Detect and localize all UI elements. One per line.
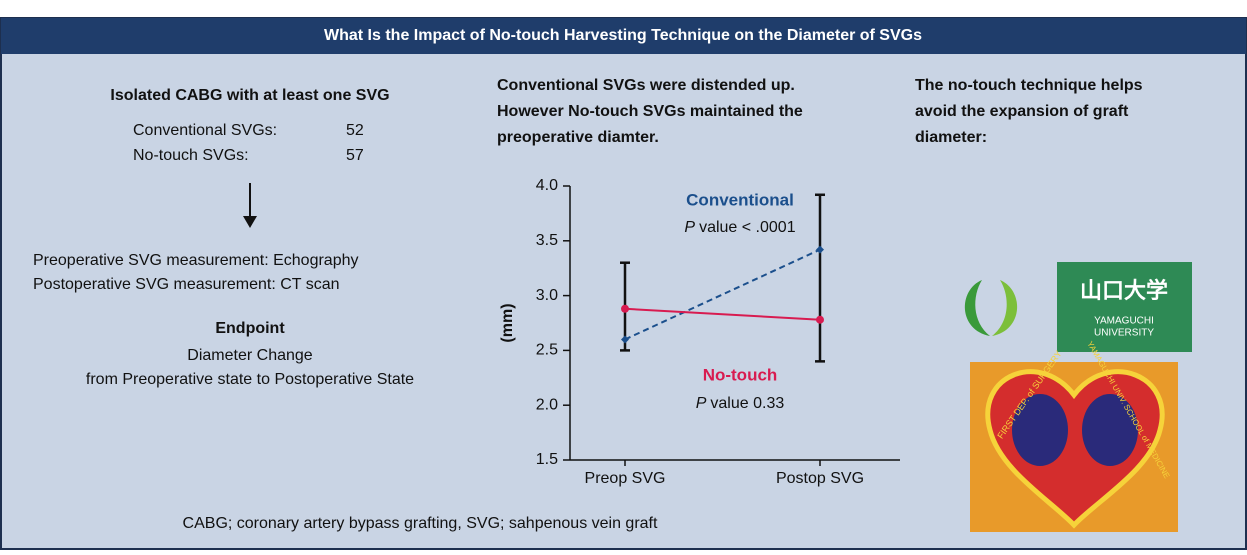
right-heading: The no-touch technique helps	[915, 77, 1143, 94]
endpoint-line: Diameter Change	[187, 347, 313, 364]
emblem-shape	[1012, 394, 1068, 466]
university-logo	[1057, 262, 1192, 352]
y-tick-label: 3.0	[536, 287, 558, 304]
p-text: value < .0001	[699, 219, 796, 236]
marker	[621, 304, 629, 313]
p-symbol: P	[684, 219, 695, 236]
endpoint-title: Endpoint	[215, 320, 285, 337]
y-tick-label: 2.5	[536, 342, 558, 359]
count-label: No-touch SVGs:	[133, 147, 249, 164]
measurement: Postoperative SVG measurement: CT scan	[33, 276, 340, 293]
endpoint-line: from Preoperative state to Postoperative…	[86, 371, 414, 388]
measurement: Preoperative SVG measurement: Echography	[33, 252, 359, 269]
count-value: 52	[346, 122, 364, 139]
right-heading: diameter:	[915, 129, 987, 146]
emblem-shape	[1082, 394, 1138, 466]
logo-kanji: 山口大学	[1080, 278, 1168, 303]
marker	[816, 245, 824, 254]
y-tick-label: 1.5	[536, 451, 558, 468]
y-tick-label: 2.0	[536, 396, 558, 413]
p-symbol: P	[696, 395, 707, 412]
header-title: What Is the Impact of No-touch Harvestin…	[324, 27, 922, 44]
chart: 1.5 2.0 2.5 3.0 3.5 4.0 (mm) Preop SVG Postop SV…	[499, 177, 900, 487]
logo-text: UNIVERSITY	[1094, 328, 1154, 339]
marker	[621, 335, 629, 344]
middle-heading: However No-touch SVGs maintained the	[497, 103, 803, 120]
count-label: Conventional SVGs:	[133, 122, 277, 139]
arrow-head	[243, 216, 257, 228]
y-tick-label: 3.5	[536, 232, 558, 249]
footnote: CABG; coronary artery bypass grafting, S…	[183, 515, 658, 532]
legend-label: No-touch	[703, 365, 778, 384]
count-value: 57	[346, 147, 364, 164]
middle-heading: preoperative diamter.	[497, 129, 659, 146]
right-heading: avoid the expansion of graft	[915, 103, 1129, 120]
legend-label: Conventional	[686, 190, 794, 209]
p-text: value 0.33	[710, 395, 784, 412]
y-axis-label: (mm)	[499, 303, 516, 342]
marker	[816, 315, 824, 324]
x-tick-label: Preop SVG	[585, 470, 666, 487]
middle-heading: Conventional SVGs were distended up.	[497, 77, 795, 94]
series-line	[624, 307, 821, 321]
green-logo	[964, 280, 1018, 336]
series-line	[624, 248, 821, 341]
header-bar	[1, 18, 1246, 54]
y-tick-label: 4.0	[536, 177, 558, 194]
logo-text: YAMAGUCHI	[1094, 316, 1154, 327]
left-title: Isolated CABG with at least one SVG	[110, 87, 389, 104]
x-tick-label: Postop SVG	[776, 470, 864, 487]
